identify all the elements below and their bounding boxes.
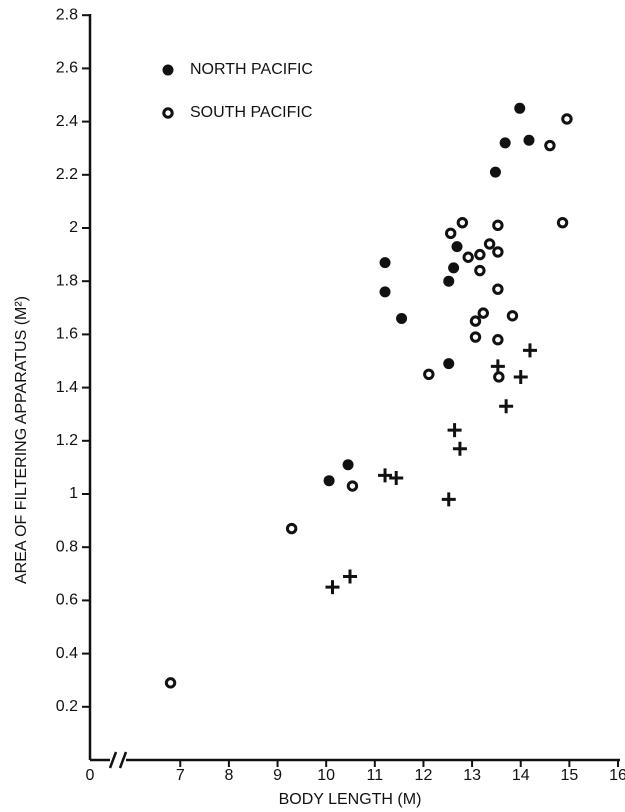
- y-tick-label: 2.4: [56, 113, 78, 130]
- x-tick-label: 12: [415, 767, 433, 784]
- x-tick-label: 11: [367, 767, 384, 784]
- x-tick-label: 16: [609, 767, 625, 784]
- point: [474, 264, 486, 277]
- point: [489, 166, 501, 178]
- point: [469, 315, 482, 327]
- point: [451, 241, 463, 253]
- point: [506, 310, 519, 322]
- point: [492, 246, 504, 258]
- point: [456, 216, 469, 229]
- point: [346, 480, 359, 492]
- point: [389, 471, 404, 486]
- point: [396, 312, 408, 324]
- legend-label: SOUTH PACIFIC: [190, 104, 312, 121]
- x-tick-label: 10: [317, 767, 335, 784]
- point: [493, 371, 505, 383]
- point: [378, 468, 393, 483]
- point: [162, 107, 174, 119]
- point: [492, 283, 504, 295]
- x-tick-label: 7: [176, 767, 185, 784]
- y-tick-label: 1: [69, 485, 78, 502]
- point: [285, 522, 298, 535]
- y-tick-label: 2.8: [56, 6, 78, 23]
- point: [561, 113, 573, 125]
- x-tick-label: 14: [512, 767, 530, 784]
- y-tick-label: 1.6: [56, 326, 78, 343]
- point: [513, 369, 528, 384]
- point: [342, 459, 354, 471]
- x-tick-label: 9: [273, 767, 282, 784]
- point: [492, 219, 504, 232]
- point: [544, 139, 556, 152]
- point: [499, 137, 511, 149]
- point: [325, 580, 340, 595]
- legend-label: NORTH PACIFIC: [190, 61, 313, 78]
- axis-break: [108, 751, 118, 769]
- point: [462, 251, 474, 263]
- point: [379, 257, 391, 269]
- point: [492, 334, 504, 346]
- point: [447, 423, 462, 438]
- y-tick-label: 2: [69, 219, 78, 236]
- point: [443, 358, 455, 370]
- x-tick-label: 15: [560, 767, 578, 784]
- y-tick-label: 1.2: [56, 432, 78, 449]
- point: [343, 569, 358, 584]
- x-tick-label: 13: [463, 767, 481, 784]
- y-tick-label: 0.4: [56, 645, 78, 662]
- point: [477, 307, 489, 319]
- axis-break: [118, 751, 128, 769]
- y-tick-label: 1.4: [56, 379, 78, 396]
- point: [499, 399, 514, 414]
- point: [164, 677, 177, 689]
- point: [469, 331, 482, 343]
- point: [514, 102, 526, 114]
- x-tick-label: 0: [86, 767, 95, 784]
- point: [523, 134, 535, 146]
- y-tick-label: 2.2: [56, 166, 78, 183]
- point: [452, 441, 467, 456]
- point: [323, 475, 335, 487]
- y-tick-label: 1.8: [56, 272, 78, 289]
- point: [556, 216, 569, 229]
- point: [444, 227, 457, 240]
- point: [379, 286, 391, 298]
- y-axis-label: AREA OF FILTERING APPARATUS (M²): [13, 296, 30, 584]
- point: [490, 359, 505, 374]
- point: [443, 275, 455, 287]
- point: [441, 492, 456, 507]
- point: [483, 238, 496, 250]
- point: [423, 368, 435, 380]
- point: [162, 64, 174, 76]
- y-tick-label: 2.6: [56, 60, 78, 77]
- point: [448, 262, 460, 274]
- y-tick-label: 0.2: [56, 698, 78, 715]
- x-axis-label: BODY LENGTH (M): [279, 791, 422, 808]
- y-tick-label: 0.6: [56, 592, 78, 609]
- x-tick-label: 8: [224, 767, 233, 784]
- point: [474, 248, 486, 261]
- point: [522, 343, 537, 358]
- y-tick-label: 0.8: [56, 538, 78, 555]
